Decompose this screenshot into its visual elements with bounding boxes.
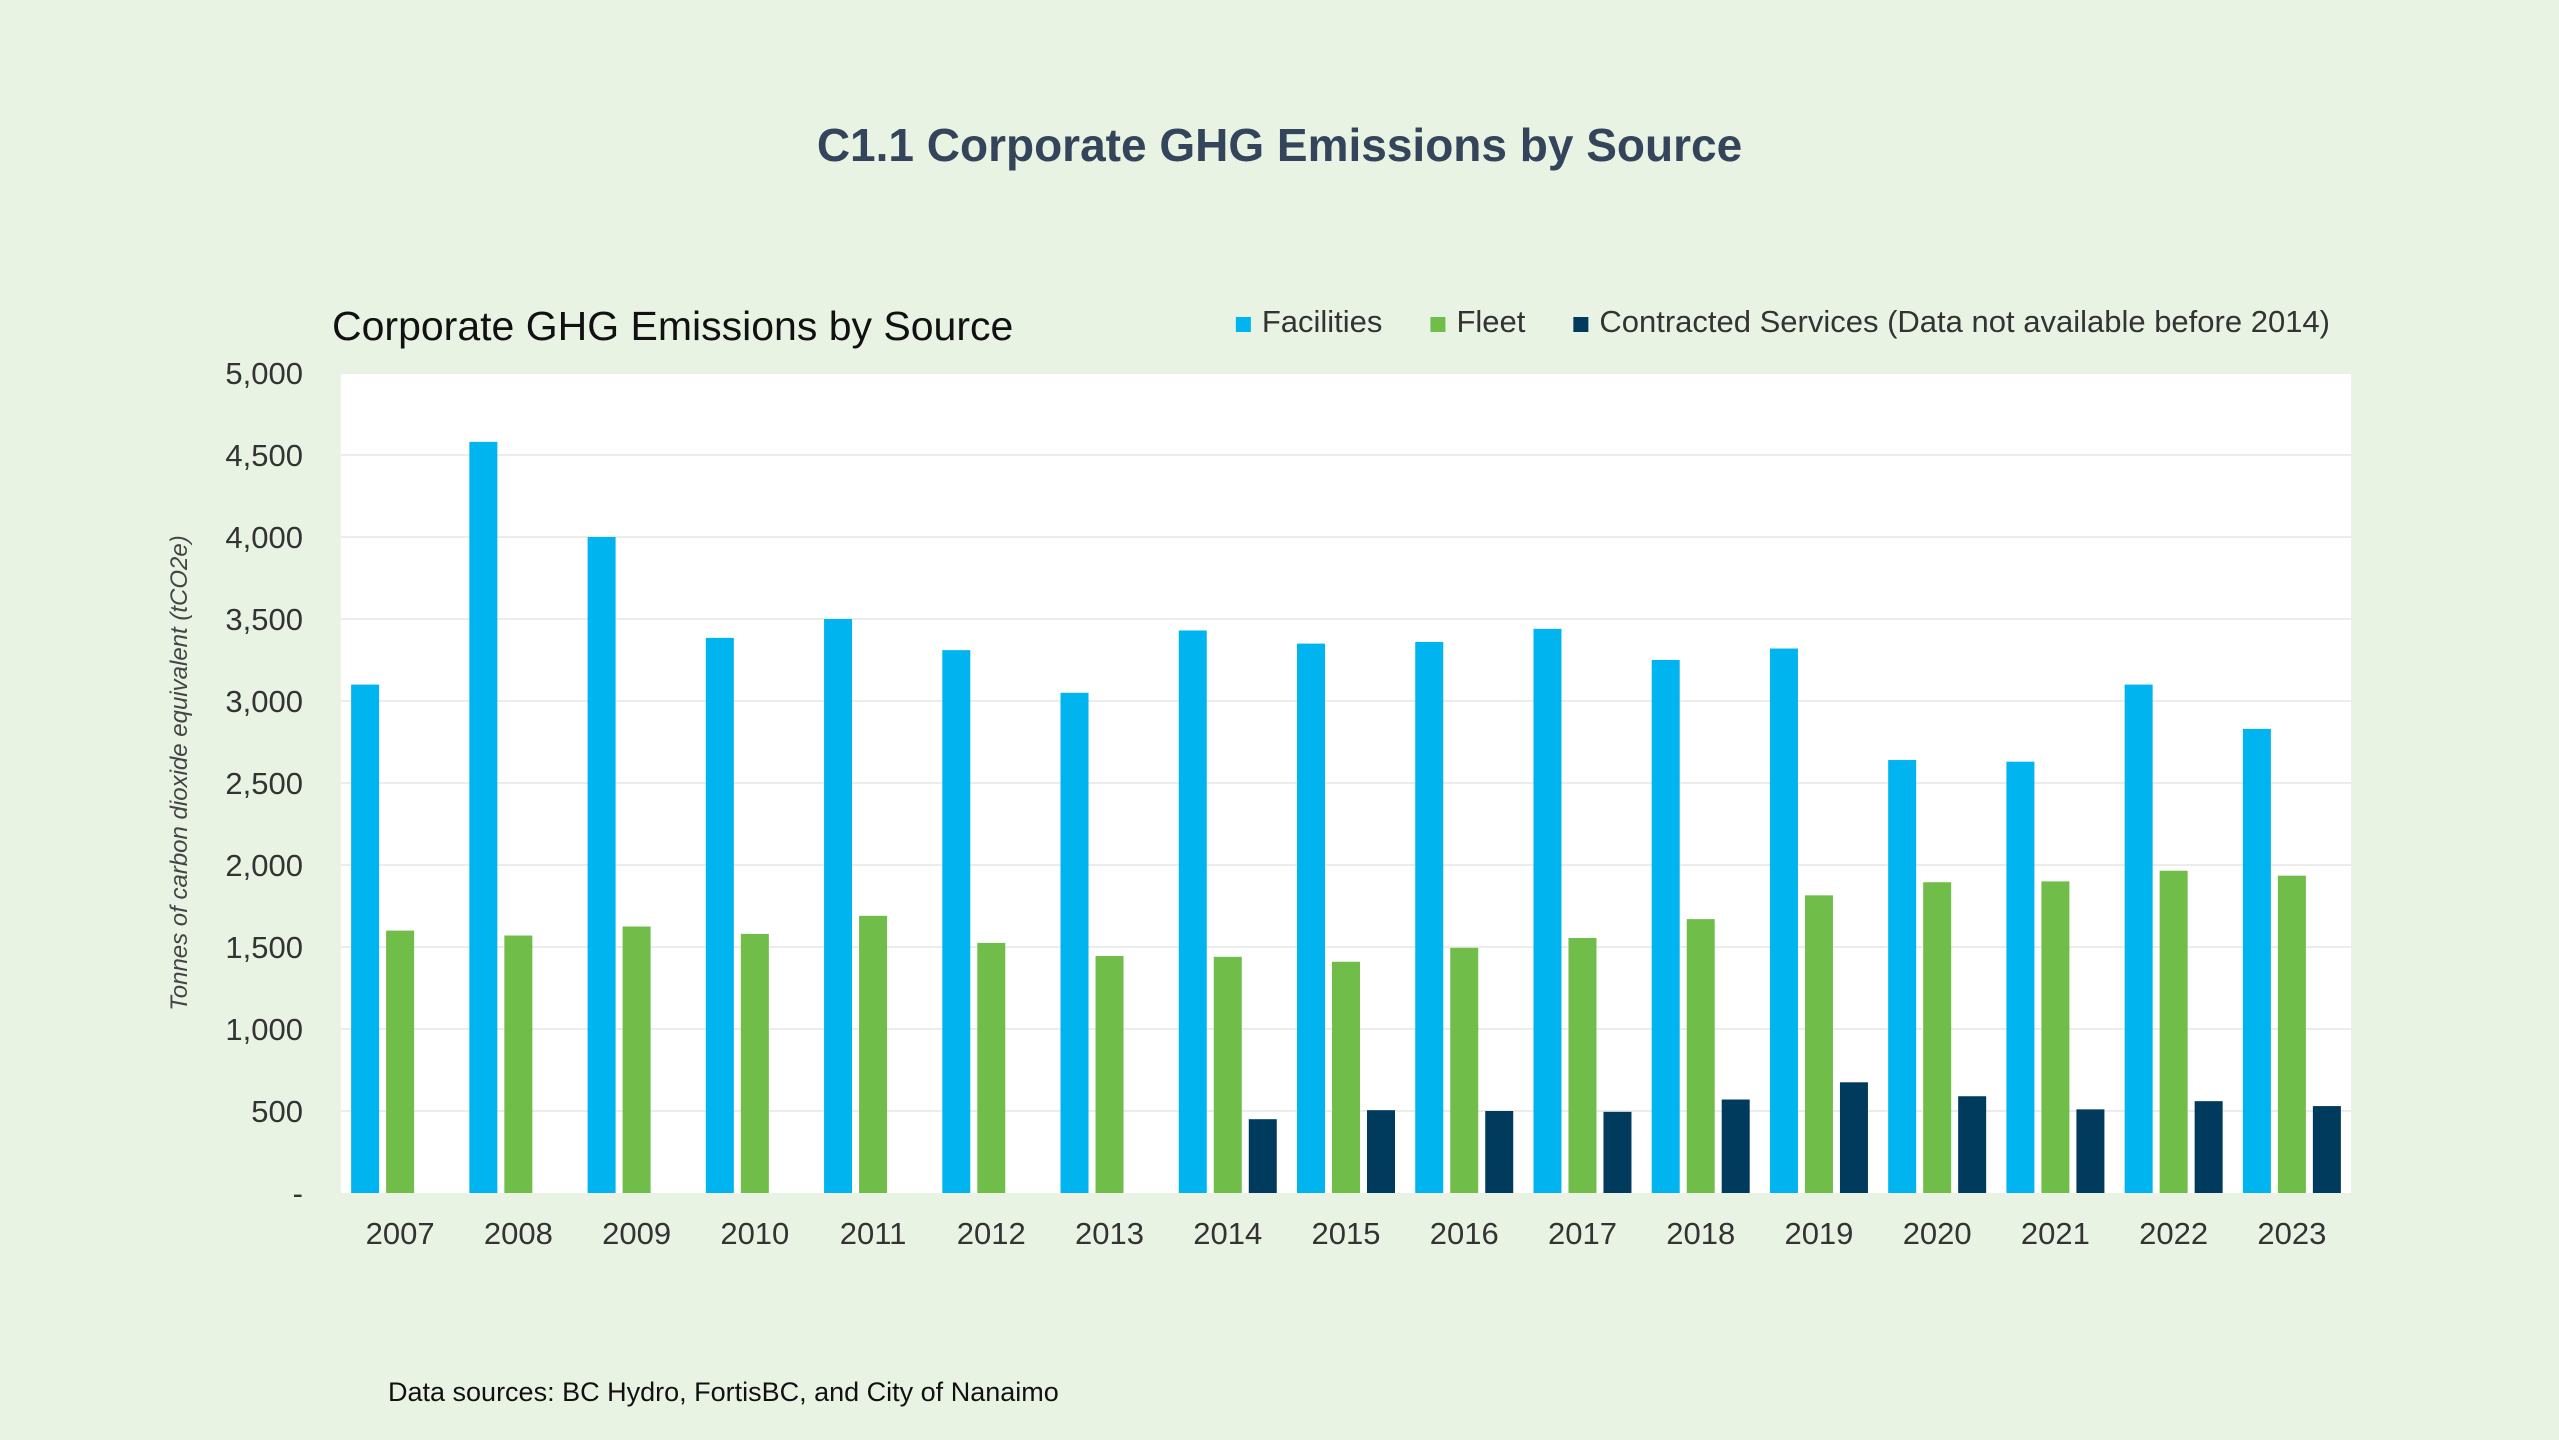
y-tick-label: 3,000 [225, 684, 303, 719]
y-tick-label: 2,000 [225, 848, 303, 883]
bar-facilities-2009 [587, 537, 616, 1193]
bar-contracted-2014 [1248, 1119, 1277, 1193]
x-tick-label: 2015 [1312, 1216, 1381, 1251]
x-tick-label: 2014 [1193, 1216, 1262, 1251]
legend-item: Facilities [1235, 304, 1383, 339]
bar-contracted-2016 [1485, 1111, 1514, 1193]
bar-fleet-2021 [2041, 881, 2070, 1193]
x-tick-label: 2007 [366, 1216, 435, 1251]
bar-contracted-2017 [1603, 1111, 1632, 1193]
bar-contracted-2022 [2194, 1101, 2223, 1193]
bar-facilities-2019 [1769, 648, 1798, 1193]
bar-facilities-2022 [2124, 684, 2153, 1193]
y-axis-label: Tonnes of carbon dioxide equivalent (tCO… [166, 535, 193, 1010]
x-tick-label: 2010 [720, 1216, 789, 1251]
bar-fleet-2013 [1095, 956, 1124, 1193]
data-sources-note: Data sources: BC Hydro, FortisBC, and Ci… [388, 1377, 1059, 1407]
bar-facilities-2010 [705, 637, 734, 1193]
x-tick-label: 2020 [1903, 1216, 1972, 1251]
bar-fleet-2020 [1923, 882, 1952, 1193]
y-tick-label: 5,000 [225, 356, 303, 391]
bar-facilities-2017 [1533, 628, 1562, 1193]
bar-fleet-2014 [1213, 956, 1242, 1193]
x-tick-label: 2023 [2257, 1216, 2326, 1251]
bars [351, 441, 2341, 1193]
bar-fleet-2022 [2159, 870, 2188, 1193]
x-tick-label: 2017 [1548, 1216, 1617, 1251]
bar-contracted-2021 [2076, 1109, 2105, 1193]
bar-facilities-2020 [1888, 760, 1917, 1193]
bar-facilities-2021 [2006, 761, 2035, 1193]
bar-facilities-2015 [1297, 643, 1325, 1193]
legend-label: Fleet [1456, 304, 1525, 339]
y-tick-label: 4,000 [225, 520, 303, 555]
bar-contracted-2018 [1721, 1099, 1750, 1193]
bar-facilities-2013 [1060, 692, 1089, 1193]
y-tick-labels: - 500 1,000 1,500 2,000 2,500 3,000 3,500 4,000 4… [225, 356, 303, 1211]
x-tick-labels: 2007 2008 2009 2010 2011 2012 2013 2014 2015 2016… [366, 1216, 2327, 1251]
x-tick-label: 2018 [1666, 1216, 1735, 1251]
x-tick-label: 2012 [957, 1216, 1026, 1251]
bar-fleet-2019 [1804, 895, 1833, 1193]
bar-fleet-2007 [386, 930, 415, 1193]
legend-item: Contracted Services (Data not available … [1573, 304, 2330, 339]
x-tick-label: 2022 [2139, 1216, 2208, 1251]
bar-fleet-2008 [504, 935, 533, 1193]
y-tick-label: 500 [251, 1094, 303, 1129]
y-tick-label: 3,500 [225, 602, 303, 637]
y-tick-label: 1,000 [225, 1012, 303, 1047]
bar-contracted-2020 [1958, 1096, 1987, 1193]
x-tick-label: 2009 [602, 1216, 671, 1251]
y-tick-label: 4,500 [225, 438, 303, 473]
legend-label: Facilities [1262, 304, 1383, 339]
legend-label: Contracted Services (Data not available … [1599, 304, 2330, 339]
bar-facilities-2012 [942, 650, 971, 1193]
legend-item: Fleet [1430, 304, 1526, 339]
bar-facilities-2011 [824, 619, 853, 1193]
bar-facilities-2008 [469, 441, 498, 1193]
bar-fleet-2009 [622, 926, 651, 1193]
bar-facilities-2023 [2242, 728, 2271, 1193]
x-tick-label: 2016 [1430, 1216, 1499, 1251]
bar-contracted-2023 [2312, 1106, 2341, 1193]
y-tick-label: - [293, 1176, 303, 1211]
bar-fleet-2018 [1686, 919, 1715, 1193]
x-tick-label: 2019 [1784, 1216, 1853, 1251]
bar-fleet-2010 [740, 933, 769, 1193]
x-tick-label: 2021 [2021, 1216, 2090, 1251]
bar-facilities-2007 [351, 684, 380, 1193]
bar-fleet-2011 [859, 915, 888, 1193]
y-tick-label: 1,500 [225, 930, 303, 965]
bar-facilities-2018 [1651, 660, 1680, 1193]
legend-swatch [1235, 317, 1251, 332]
bar-contracted-2015 [1367, 1110, 1395, 1193]
legend: Facilities Fleet Contracted Services (Data… [1235, 304, 2330, 339]
bar-fleet-2017 [1568, 937, 1597, 1193]
chart-title: Corporate GHG Emissions by Source [332, 303, 1013, 349]
bar-facilities-2014 [1178, 630, 1207, 1193]
legend-swatch [1573, 317, 1589, 332]
page-title: C1.1 Corporate GHG Emissions by Source [816, 119, 1743, 171]
x-tick-label: 2013 [1075, 1216, 1144, 1251]
bar-facilities-2016 [1415, 641, 1444, 1193]
legend-swatch [1430, 317, 1446, 332]
bar-fleet-2016 [1450, 947, 1479, 1193]
x-tick-label: 2011 [840, 1216, 907, 1251]
bar-contracted-2019 [1839, 1082, 1868, 1193]
y-tick-label: 2,500 [225, 766, 303, 801]
bar-fleet-2012 [977, 942, 1006, 1193]
x-tick-label: 2008 [484, 1216, 553, 1251]
bar-fleet-2023 [2277, 875, 2306, 1193]
bar-fleet-2015 [1332, 961, 1360, 1193]
